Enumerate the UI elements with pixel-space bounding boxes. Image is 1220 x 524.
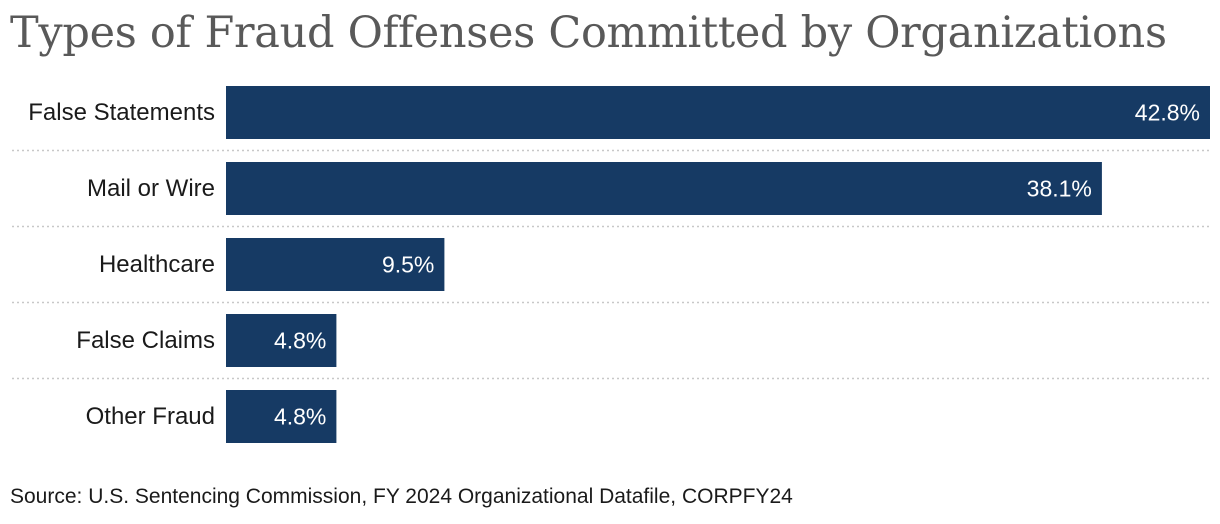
- bar-false-statements: [226, 86, 1210, 139]
- category-label-healthcare: Healthcare: [99, 251, 215, 278]
- value-label-healthcare: 9.5%: [382, 252, 434, 278]
- value-label-other-fraud: 4.8%: [274, 404, 326, 430]
- bar-healthcare: [226, 238, 445, 291]
- bar-mail-or-wire: [226, 162, 1102, 215]
- bar-row-other-fraud: Other Fraud 4.8%: [86, 390, 337, 443]
- bar-false-claims: [226, 314, 337, 367]
- category-label-mail-or-wire: Mail or Wire: [87, 175, 215, 202]
- value-label-false-statements: 42.8%: [1135, 100, 1200, 126]
- bar-row-healthcare: Healthcare 9.5%: [99, 238, 445, 291]
- bar-row-false-claims: False Claims 4.8%: [76, 314, 337, 367]
- bar-other-fraud: [226, 390, 337, 443]
- category-label-false-statements: False Statements: [28, 99, 215, 126]
- category-label-other-fraud: Other Fraud: [86, 403, 215, 430]
- bar-row-mail-or-wire: Mail or Wire 38.1%: [87, 162, 1102, 215]
- bar-row-false-statements: False Statements 42.8%: [28, 86, 1210, 139]
- value-label-false-claims: 4.8%: [274, 328, 326, 354]
- chart-title: Types of Fraud Offenses Committed by Org…: [10, 8, 1167, 58]
- value-label-mail-or-wire: 38.1%: [1027, 176, 1092, 202]
- category-label-false-claims: False Claims: [76, 327, 215, 354]
- source-note: Source: U.S. Sentencing Commission, FY 2…: [10, 485, 793, 508]
